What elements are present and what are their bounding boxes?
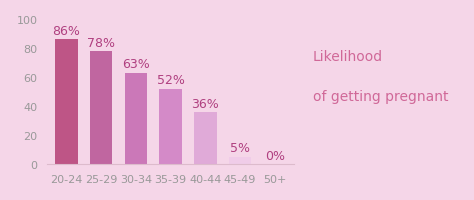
Bar [125, 73, 147, 164]
Text: Likelihood: Likelihood [313, 50, 383, 64]
Text: 5%: 5% [230, 142, 250, 155]
Bar [55, 40, 78, 164]
Text: 0%: 0% [265, 149, 285, 162]
Bar [159, 89, 182, 164]
Bar [194, 112, 217, 164]
Text: of getting pregnant: of getting pregnant [313, 90, 448, 104]
Text: 78%: 78% [87, 37, 115, 50]
Text: 63%: 63% [122, 58, 150, 71]
Bar [229, 157, 251, 164]
Text: 36%: 36% [191, 97, 219, 110]
Text: 52%: 52% [157, 74, 184, 87]
Bar [90, 52, 112, 164]
Text: 86%: 86% [53, 25, 81, 38]
